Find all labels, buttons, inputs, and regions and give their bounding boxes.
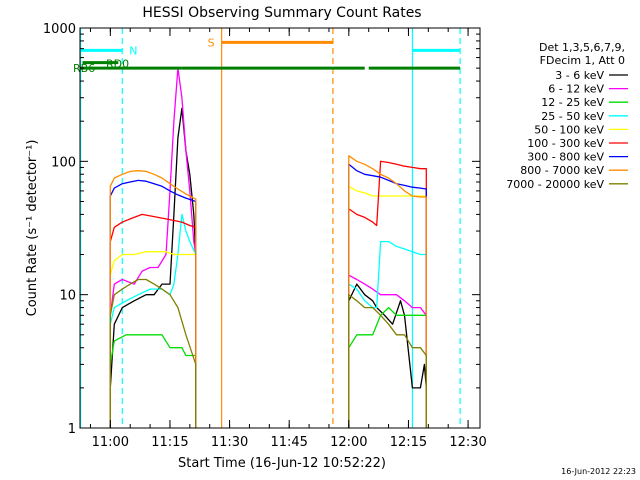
state-bar-label-2: RB6 <box>73 62 95 75</box>
x-tick-label-4: 12:00 <box>330 435 367 450</box>
legend: Det 1,3,5,6,7,9, FDecim 1, Att 0 3 - 6 k… <box>506 41 628 191</box>
x-tick-label-3: 11:45 <box>270 435 307 450</box>
legend-label-4: 50 - 100 keV <box>534 123 604 136</box>
x-tick-label-1: 11:15 <box>151 435 188 450</box>
chart-title: HESSI Observing Summary Count Rates <box>142 5 421 21</box>
series-line-1 <box>109 67 427 428</box>
plot-frame <box>79 27 481 429</box>
state-bar-label-0: N <box>129 44 137 57</box>
x-tick-label-5: 12:15 <box>390 435 427 450</box>
x-tick-label-0: 11:00 <box>92 435 129 450</box>
legend-header-line-1: Det 1,3,5,6,7,9, <box>539 41 625 54</box>
legend-header-line-2: FDecim 1, Att 0 <box>540 54 625 67</box>
series-line-2 <box>109 306 427 428</box>
legend-label-8: 7000 - 20000 keV <box>506 178 604 191</box>
y-axis-label: Count Rate (s⁻¹ detector⁻¹) <box>25 140 40 317</box>
legend-label-6: 300 - 800 keV <box>527 151 604 164</box>
y-tick-label-3: 1000 <box>43 22 76 37</box>
y-tick-label-1: 10 <box>59 289 76 304</box>
x-tick-label-6: 12:30 <box>449 435 486 450</box>
series-line-8 <box>109 278 427 428</box>
y-tick-label-0: 1 <box>68 422 76 437</box>
series-line-7 <box>109 155 427 428</box>
vertical-markers <box>79 28 461 428</box>
x-axis-ticks: 11:00 11:15 11:30 11:45 12:00 12:15 12:30 <box>89 28 487 450</box>
y-tick-label-2: 100 <box>51 155 76 170</box>
legend-label-3: 25 - 50 keV <box>541 110 604 123</box>
series-line-6 <box>109 163 427 428</box>
x-tick-label-2: 11:30 <box>211 435 248 450</box>
series-line-0 <box>109 107 427 428</box>
legend-label-1: 6 - 12 keV <box>548 83 604 96</box>
footer-date: 16-Jun-2012 22:23 <box>561 467 636 476</box>
legend-label-5: 100 - 300 keV <box>527 137 604 150</box>
legend-label-7: 800 - 7000 keV <box>520 164 604 177</box>
legend-label-0: 3 - 6 keV <box>555 69 604 82</box>
x-axis-label: Start Time (16-Jun-12 10:52:22) <box>178 456 386 471</box>
state-bar-label-3: S <box>208 36 215 49</box>
y-axis-ticks: 1 10 100 1000 <box>43 22 480 437</box>
series-lines <box>109 67 427 428</box>
legend-label-2: 12 - 25 keV <box>541 96 604 109</box>
series-line-4 <box>109 185 427 428</box>
series-line-5 <box>109 160 427 428</box>
